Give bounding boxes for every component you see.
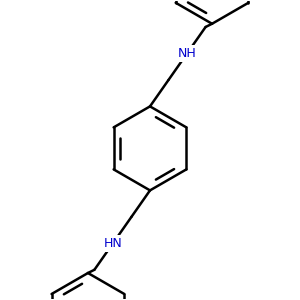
Text: NH: NH [178, 47, 196, 60]
Text: HN: HN [103, 237, 122, 250]
